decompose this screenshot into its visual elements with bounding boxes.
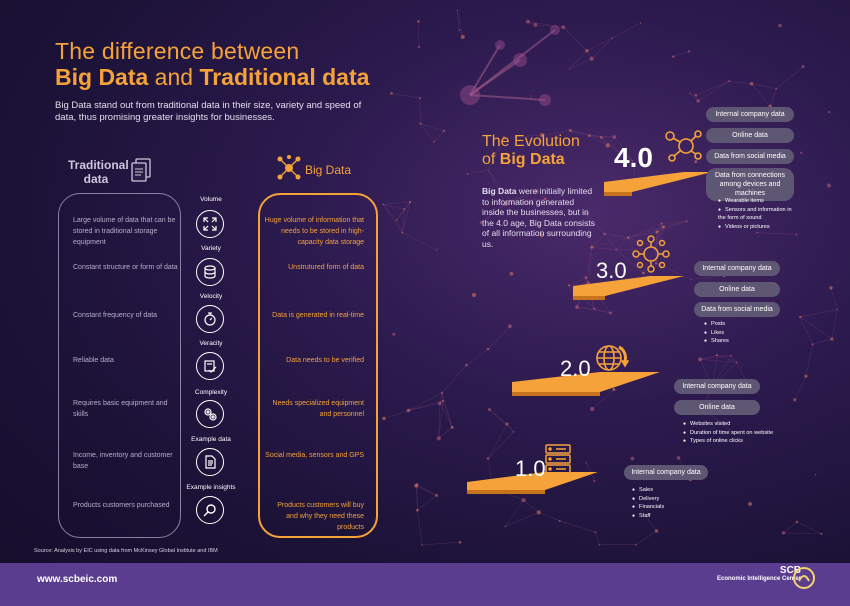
- big-data-cell: Needs specialized equipment and personne…: [272, 400, 364, 418]
- step-1-platform: [467, 472, 598, 490]
- version-2-label: 2.0: [560, 356, 591, 381]
- category-label: Example insights: [186, 484, 236, 491]
- document-icon: [196, 448, 224, 476]
- scb-logo-icon: [792, 566, 816, 595]
- brand-name: SCB: [779, 565, 802, 576]
- evolution-title-line1: The Evolution: [482, 133, 580, 150]
- magnifier-icon: [196, 496, 224, 524]
- big-data-cell: Social media, sensors and GPS: [265, 452, 364, 459]
- stage4-bullets: Wearable items Sensors and information i…: [718, 197, 798, 231]
- category-label: Volume: [200, 196, 222, 203]
- traditional-cell: Products customers purchased: [73, 502, 170, 509]
- stage4-pill-2: Online data: [706, 128, 794, 143]
- footer-bar: [0, 563, 850, 606]
- category-label: Veracity: [199, 340, 223, 347]
- globe-icon: [595, 343, 630, 378]
- big-data-cell: Unstrutured form of data: [288, 264, 364, 271]
- traditional-cell: Reliable data: [73, 357, 114, 364]
- stage4-pill-4: Data from connections among devices and …: [706, 168, 794, 201]
- gears-icon: [196, 400, 224, 428]
- big-data-column: [258, 193, 378, 538]
- traditional-column: [58, 193, 181, 538]
- network-4-icon: [660, 128, 702, 169]
- big-data-cell: Huge volume of information that needs to…: [264, 217, 364, 246]
- version-1-label: 1.0: [515, 456, 546, 481]
- version-4-label: 4.0: [614, 142, 653, 173]
- stage3-pill-2: Online data: [694, 282, 780, 297]
- category-label: Velocity: [199, 293, 223, 300]
- stage1-bullets: Sales Delivery Financials Staff: [632, 486, 692, 520]
- brand-subtitle: Economic Intelligence Center: [717, 576, 802, 582]
- big-data-cell: Products customers will buy and why they…: [277, 502, 364, 531]
- expand-icon: [196, 210, 224, 238]
- page-title-line1: The difference between: [55, 38, 300, 64]
- scb-brand: SCB Economic Intelligence Center: [717, 565, 801, 582]
- evolution-description: Big Data were initially limited to infor…: [482, 186, 595, 249]
- traditional-cell: Constant structure or form of data: [73, 264, 178, 271]
- intro-text: Big Data stand out from traditional data…: [55, 100, 362, 123]
- network-icon: [276, 155, 302, 186]
- stopwatch-icon: [196, 305, 224, 333]
- server-icon: [544, 443, 572, 480]
- database-icon: [196, 258, 224, 286]
- stage3-pill-3: Data from social media: [694, 302, 780, 317]
- stage4-pill-1: Internal company data: [706, 107, 794, 122]
- step-4-platform: [604, 172, 712, 192]
- traditional-heading: Traditional data: [68, 158, 129, 186]
- stage3-pill-1: Internal company data: [694, 261, 780, 276]
- big-data-cell: Data needs to be verified: [286, 357, 364, 364]
- page-title-line2: Big Data and Traditional data: [55, 64, 370, 90]
- version-3-label: 3.0: [596, 258, 627, 283]
- stage3-bullets: Posts Likes Shares: [704, 320, 764, 346]
- check-document-icon: [196, 352, 224, 380]
- stage2-bullets: Websites visited Duration of time spent …: [683, 420, 793, 446]
- traditional-cell: Requires basic equipment and skills: [73, 400, 168, 418]
- traditional-cell: Large volume of data that can be stored …: [73, 217, 176, 246]
- step-2-platform: [512, 372, 660, 392]
- stage4-pill-3: Data from social media: [706, 149, 794, 164]
- category-label: Variety: [201, 245, 221, 252]
- category-label: Example data: [191, 436, 231, 443]
- documents-icon: [130, 158, 154, 189]
- source-note: Source: Analysis by EIC using data from …: [34, 548, 218, 554]
- big-data-cell: Data is generated in real-time: [272, 312, 364, 319]
- website-link[interactable]: www.scbeic.com: [37, 574, 118, 585]
- step-3-platform: [573, 276, 684, 296]
- network-3-icon: [632, 235, 670, 278]
- big-data-heading: Big Data: [305, 163, 352, 177]
- category-label: Complexity: [194, 389, 228, 396]
- stage2-pill-1: Internal company data: [674, 379, 760, 394]
- stage1-pill-1: Internal company data: [624, 465, 708, 480]
- evolution-title-line2: of Big Data: [482, 151, 565, 168]
- stage2-pill-2: Online data: [674, 400, 760, 415]
- traditional-cell: Constant frequency of data: [73, 312, 158, 319]
- traditional-cell: Income, inventory and customer base: [73, 452, 173, 470]
